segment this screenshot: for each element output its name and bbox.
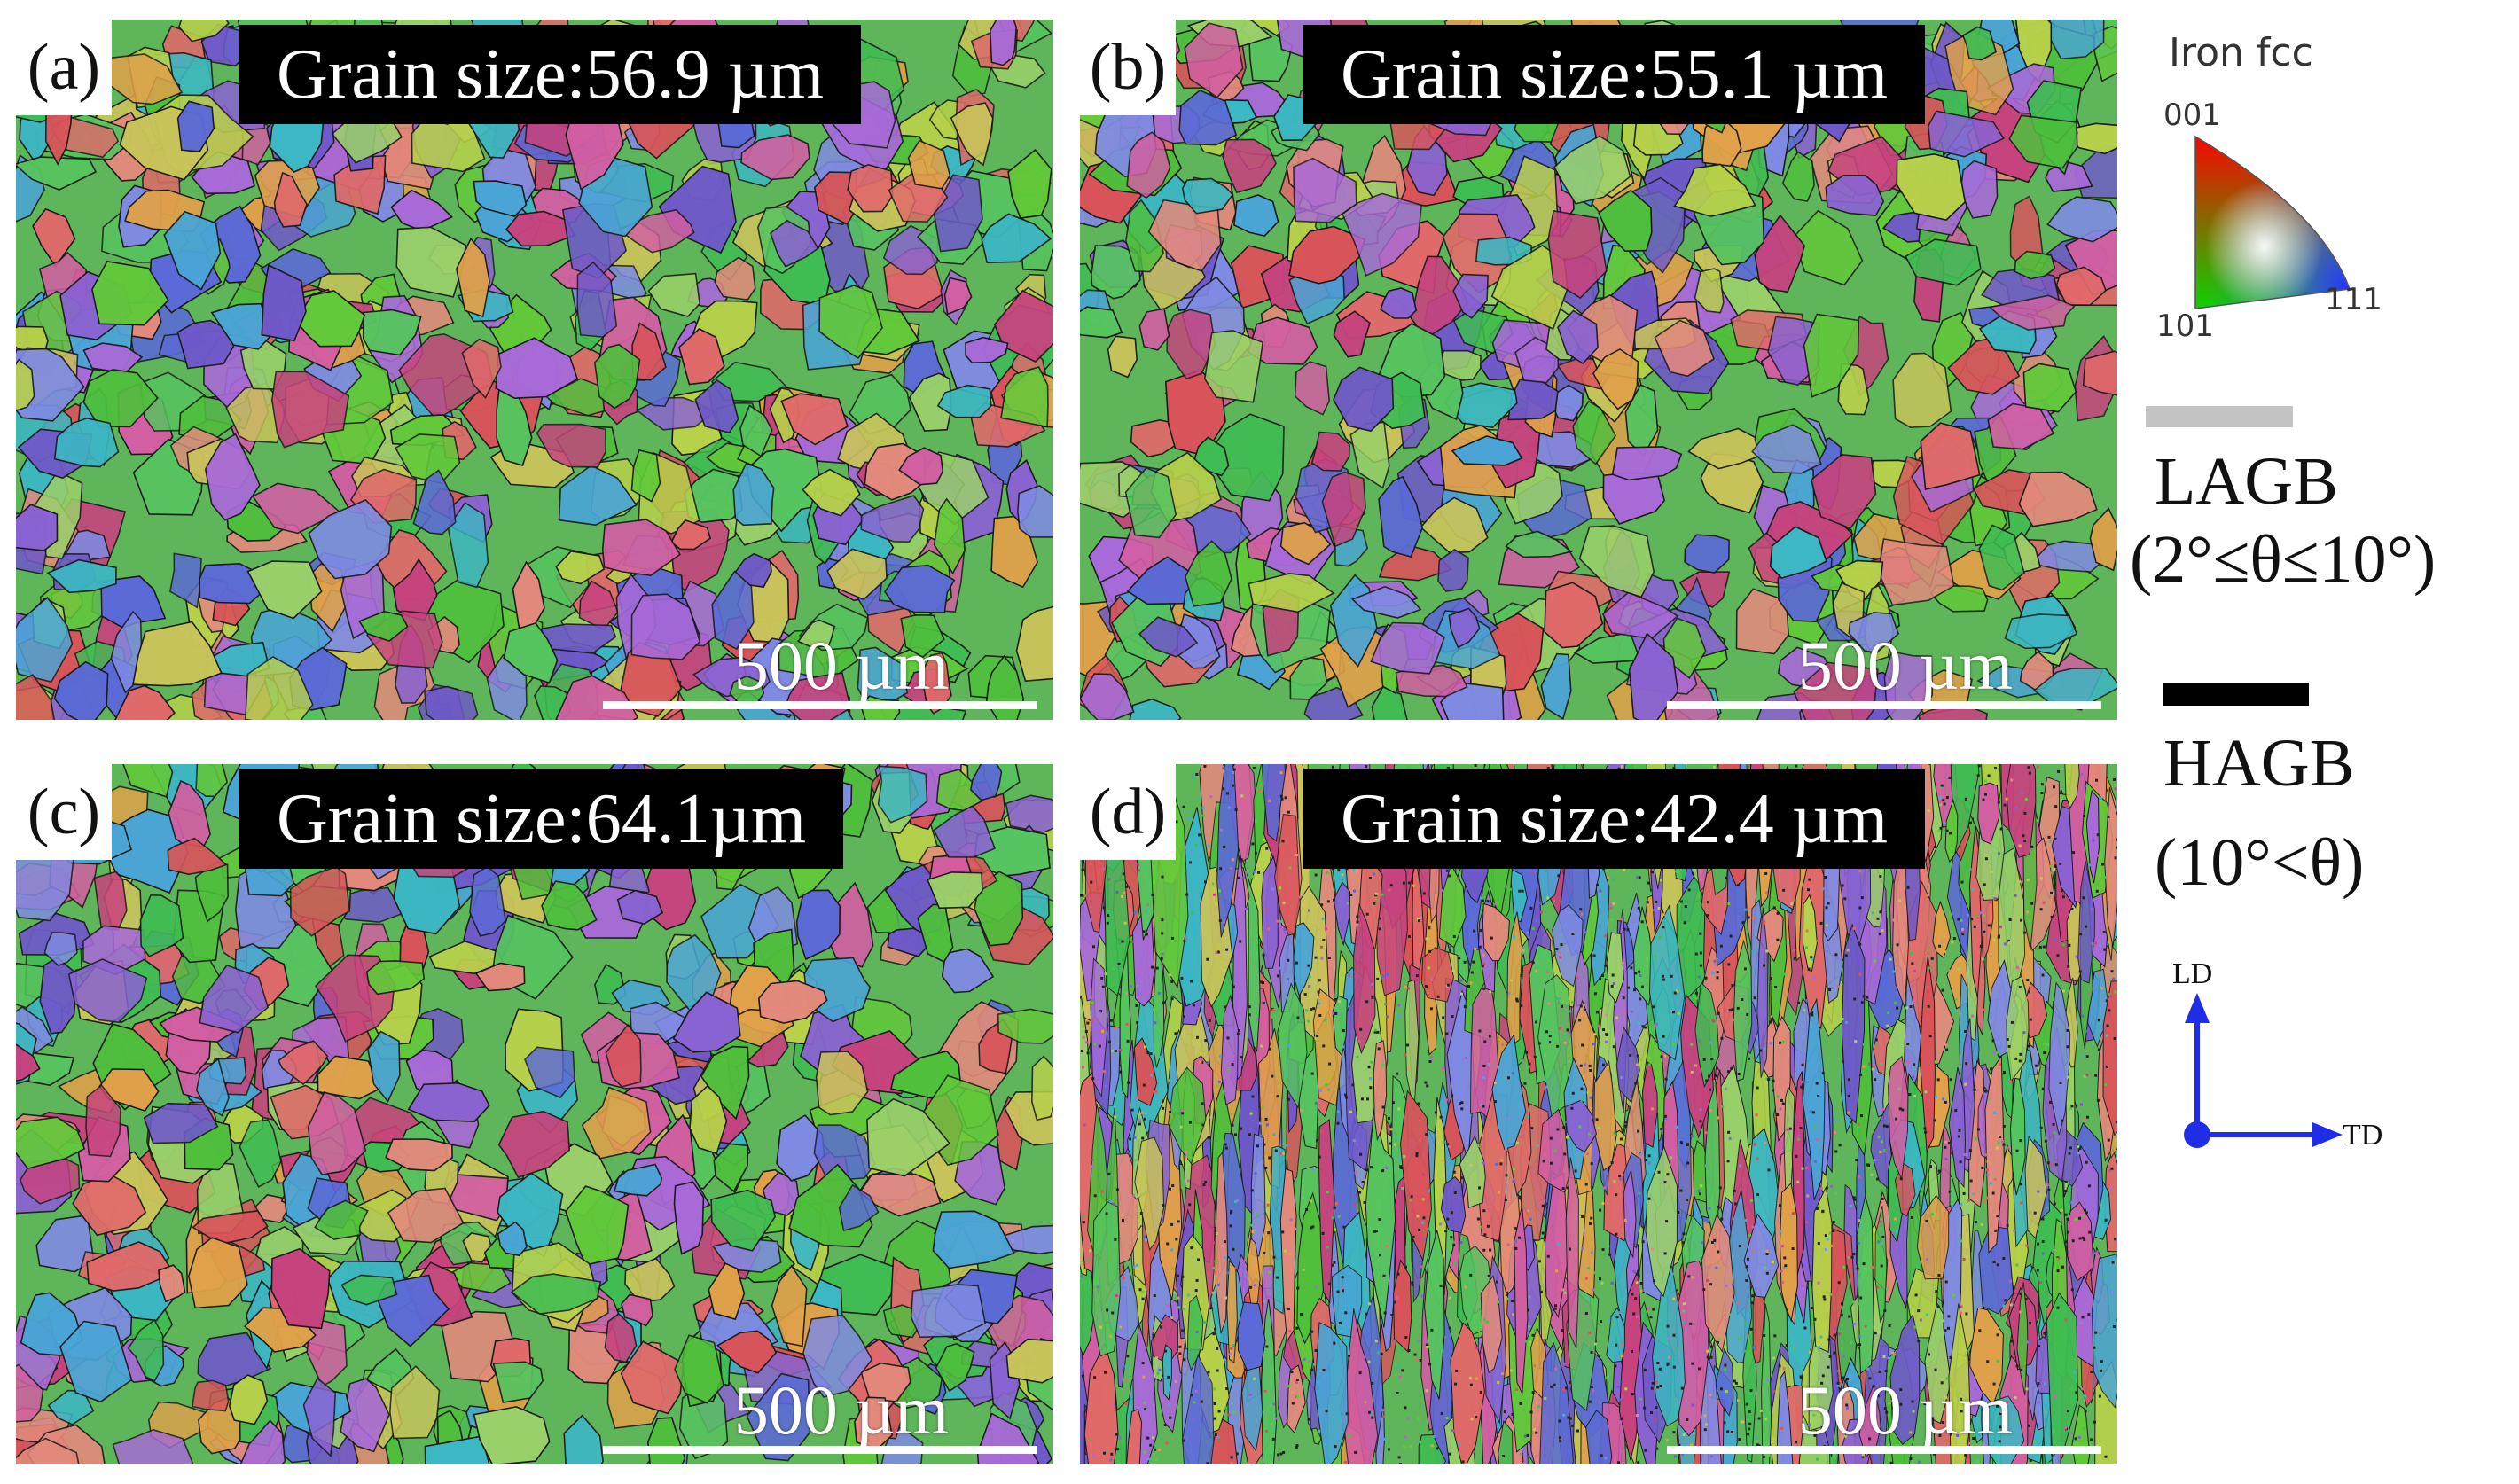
grain-size-label-c: Grain size:64.1µm xyxy=(239,769,844,869)
ipf-color-triangle xyxy=(2194,135,2351,309)
scale-bar-label-d: 500 µm xyxy=(1797,1371,2013,1449)
ebsd-map-a xyxy=(16,20,1053,720)
ld-axis-label: LD xyxy=(2172,957,2213,990)
legend: Iron fcc 001 101 111 LAG xyxy=(2130,0,2519,1484)
scale-bar-label-c: 500 µm xyxy=(733,1371,949,1449)
scale-bar-label-b: 500 µm xyxy=(1797,627,2013,704)
lagb-title: LAGB xyxy=(2155,444,2338,519)
ebsd-panel-d: (d) Grain size:42.4 µm 500 µm xyxy=(1080,764,2117,1464)
lagb-range: (2°≤θ≤10°) xyxy=(2130,522,2437,597)
scale-bar-b xyxy=(1667,701,2101,709)
grain-size-label-b: Grain size:55.1 µm xyxy=(1303,25,1926,124)
hagb-title: HAGB xyxy=(2163,726,2355,801)
grain-size-label-a: Grain size:56.9 µm xyxy=(239,25,862,124)
td-axis-label: TD xyxy=(2343,1119,2383,1152)
panel-letter-a: (a) xyxy=(16,20,112,115)
ebsd-map-d xyxy=(1080,764,2117,1464)
ipf-title: Iron fcc xyxy=(2169,30,2313,75)
hagb-swatch xyxy=(2163,683,2309,706)
scale-bar-c xyxy=(603,1446,1037,1454)
scale-bar-label-a: 500 µm xyxy=(733,627,949,704)
ipf-corner-001: 001 xyxy=(2163,98,2221,133)
panel-letter-b: (b) xyxy=(1080,20,1176,115)
panel-letter-d: (d) xyxy=(1080,764,1176,860)
grain-size-label-d: Grain size:42.4 µm xyxy=(1303,769,1926,869)
lagb-swatch xyxy=(2146,406,2293,427)
ebsd-panel-b: (b) Grain size:55.1 µm 500 µm xyxy=(1080,20,2117,720)
scale-bar-a xyxy=(603,701,1037,709)
ebsd-panel-c: (c) Grain size:64.1µm 500 µm xyxy=(16,764,1053,1464)
ebsd-panel-a: (a) Grain size:56.9 µm 500 µm xyxy=(16,20,1053,720)
ipf-corner-111: 111 xyxy=(2325,282,2382,317)
hagb-range: (10°<θ) xyxy=(2155,825,2365,900)
scale-bar-d xyxy=(1667,1446,2101,1454)
ipf-corner-101: 101 xyxy=(2156,309,2214,344)
ebsd-map-c xyxy=(16,764,1053,1464)
ld-td-axes-icon xyxy=(2184,993,2343,1148)
ebsd-map-b xyxy=(1080,20,2117,720)
panel-letter-c: (c) xyxy=(16,764,112,860)
